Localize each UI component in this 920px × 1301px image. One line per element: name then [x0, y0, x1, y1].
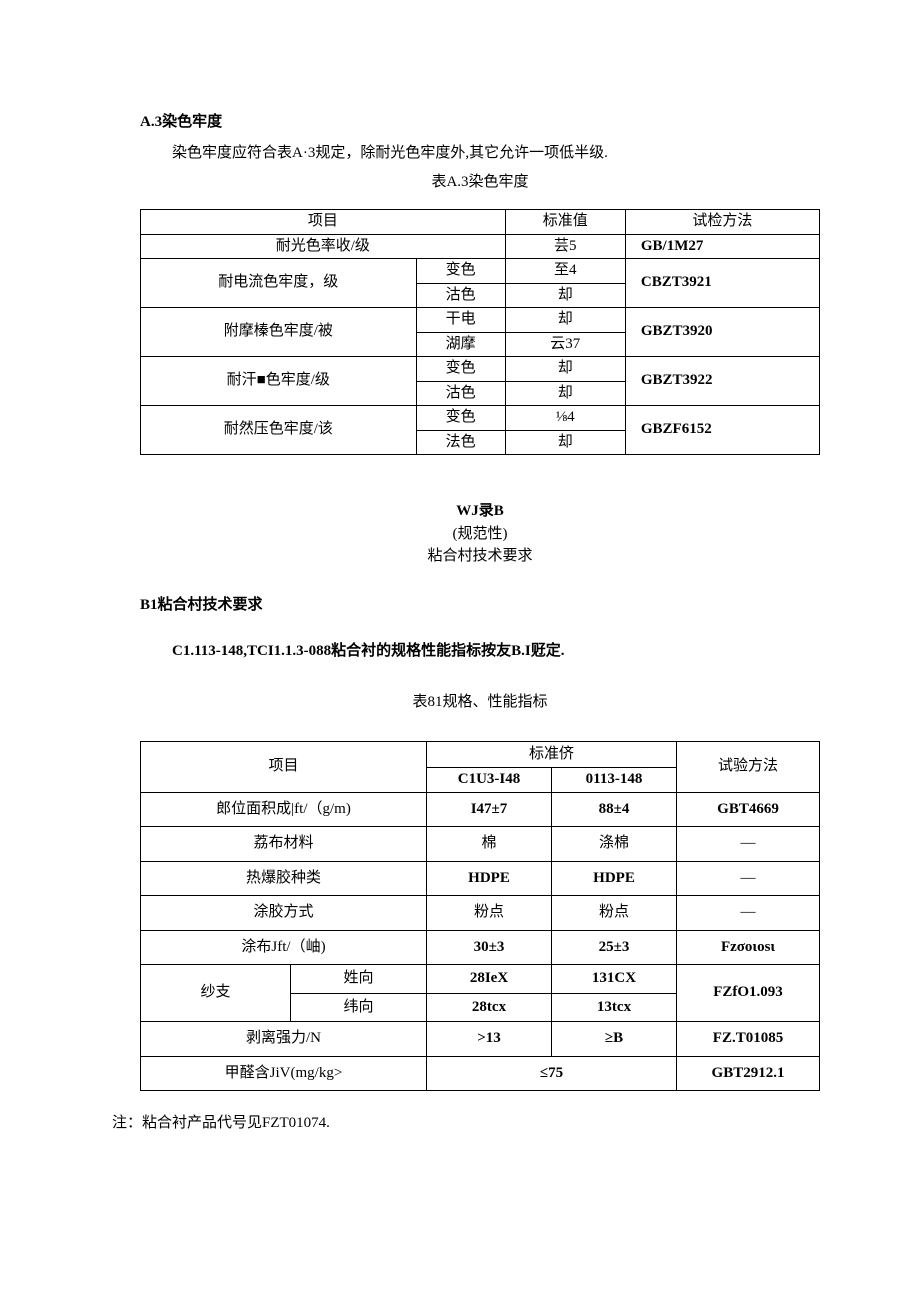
cell: 却	[505, 357, 625, 382]
cell: 耐然压色牢度/该	[141, 406, 417, 455]
cell: 郎位面积成|ft/（g/m)	[141, 792, 427, 827]
cell: 干电	[416, 308, 505, 333]
th-std-b: 0113-148	[552, 768, 677, 793]
cell: 粉点	[427, 896, 552, 931]
cell: 纬向	[290, 993, 426, 1022]
th-item: 项目	[141, 741, 427, 792]
cell: ≤75	[427, 1056, 677, 1091]
cell: GBZT3920	[625, 308, 819, 357]
c1-line: C1.113-148,TCI1.1.3-088粘合衬的规格性能指标按友B.I觃定…	[172, 639, 820, 660]
cell: 棉	[427, 827, 552, 862]
cell: FZ.T01085	[677, 1022, 820, 1057]
cell: 131CX	[552, 965, 677, 994]
cell: 变色	[416, 406, 505, 431]
th-method: 试检方法	[625, 210, 819, 235]
cell: 28tcx	[427, 993, 552, 1022]
a3-intro-line: 染色牢度应符合表A·3规定，除耐光色牢度外,其它允许一项低半级.	[172, 141, 820, 162]
cell: 法色	[416, 430, 505, 455]
cell: >13	[427, 1022, 552, 1057]
table-row: 涂胶方式 粉点 粉点 —	[141, 896, 820, 931]
cell: 88±4	[552, 792, 677, 827]
a3-table-caption: 表A.3染色牢度	[140, 170, 820, 191]
th-method: 试验方法	[677, 741, 820, 792]
cell: —	[677, 861, 820, 896]
cell: 涤棉	[552, 827, 677, 862]
cell: —	[677, 896, 820, 931]
cell: GBT4669	[677, 792, 820, 827]
th-std: 标准值	[505, 210, 625, 235]
cell: 纱支	[141, 965, 291, 1022]
cell: GBZF6152	[625, 406, 819, 455]
table-row: 纱支 姓向 28IeX 131CX FZfO1.093	[141, 965, 820, 994]
table-row: 热爆胶种类 HDPE HDPE —	[141, 861, 820, 896]
table-row: 剥离强力/N >13 ≥B FZ.T01085	[141, 1022, 820, 1057]
cell: 剥离强力/N	[141, 1022, 427, 1057]
table-row: 耐汗■色牢度/级 变色 却 GBZT3922	[141, 357, 820, 382]
table-row: 荔布材料 棉 涤棉 —	[141, 827, 820, 862]
table-row: 附摩榛色牢度/被 干电 却 GBZT3920	[141, 308, 820, 333]
cell: ⅛4	[505, 406, 625, 431]
appendix-b-sub2: 粘合村技术要求	[140, 545, 820, 568]
cell: 耐电流色牢度，级	[141, 259, 417, 308]
cell: HDPE	[552, 861, 677, 896]
cell: 芸5	[505, 234, 625, 259]
cell: 荔布材料	[141, 827, 427, 862]
cell: 却	[505, 430, 625, 455]
a3-heading: A.3染色牢度	[140, 110, 820, 131]
cell: 热爆胶种类	[141, 861, 427, 896]
th-item: 项目	[141, 210, 506, 235]
table-row: 涂布Jft/（岫) 30±3 25±3 Fzσoιosι	[141, 930, 820, 965]
table-row: 耐然压色牢度/该 变色 ⅛4 GBZF6152	[141, 406, 820, 431]
cell: 13tcx	[552, 993, 677, 1022]
cell: 沽色	[416, 381, 505, 406]
cell: GBZT3922	[625, 357, 819, 406]
cell: 湖摩	[416, 332, 505, 357]
cell: GB/1M27	[625, 234, 819, 259]
cell: HDPE	[427, 861, 552, 896]
cell: 却	[505, 283, 625, 308]
cell: CBZT3921	[625, 259, 819, 308]
cell: 耐光色率收/级	[141, 234, 506, 259]
table-a3: 项目 标准值 试检方法 耐光色率收/级 芸5 GB/1M27 耐电流色牢度，级 …	[140, 209, 820, 455]
cell: 涂胶方式	[141, 896, 427, 931]
th-std: 标准侪	[427, 741, 677, 768]
cell: FZfO1.093	[677, 965, 820, 1022]
table-row: 项目 标准侪 试验方法	[141, 741, 820, 768]
cell: 粉点	[552, 896, 677, 931]
cell: 变色	[416, 259, 505, 284]
table-row: 甲醛含JiV(mg/kg> ≤75 GBT2912.1	[141, 1056, 820, 1091]
th-std-a: C1U3-I48	[427, 768, 552, 793]
cell: I47±7	[427, 792, 552, 827]
table-row: 郎位面积成|ft/（g/m) I47±7 88±4 GBT4669	[141, 792, 820, 827]
appendix-b-sub1: (规范性)	[140, 523, 820, 546]
cell: 甲醛含JiV(mg/kg>	[141, 1056, 427, 1091]
cell: 30±3	[427, 930, 552, 965]
cell: 耐汗■色牢度/级	[141, 357, 417, 406]
cell: 姓向	[290, 965, 426, 994]
cell: Fzσoιosι	[677, 930, 820, 965]
cell: 附摩榛色牢度/被	[141, 308, 417, 357]
cell: 却	[505, 381, 625, 406]
footnote: 注：粘合衬产品代号见FZT01074.	[112, 1111, 820, 1132]
appendix-b-title: WJ录B	[140, 500, 820, 523]
cell: 云37	[505, 332, 625, 357]
cell: —	[677, 827, 820, 862]
table-row: 耐光色率收/级 芸5 GB/1M27	[141, 234, 820, 259]
table-row: 耐电流色牢度，级 变色 至4 CBZT3921	[141, 259, 820, 284]
cell: 涂布Jft/（岫)	[141, 930, 427, 965]
document-page: A.3染色牢度 染色牢度应符合表A·3规定，除耐光色牢度外,其它允许一项低半级.…	[0, 0, 920, 1182]
table-b1: 项目 标准侪 试验方法 C1U3-I48 0113-148 郎位面积成|ft/（…	[140, 741, 820, 1092]
cell: 25±3	[552, 930, 677, 965]
b1-table-caption: 表81规格、性能指标	[140, 690, 820, 711]
b1-heading: B1粘合村技术要求	[140, 593, 820, 614]
table-row: 项目 标准值 试检方法	[141, 210, 820, 235]
cell: 变色	[416, 357, 505, 382]
appendix-b-block: WJ录B (规范性) 粘合村技术要求	[140, 500, 820, 568]
cell: ≥B	[552, 1022, 677, 1057]
cell: 28IeX	[427, 965, 552, 994]
cell: 至4	[505, 259, 625, 284]
cell: 却	[505, 308, 625, 333]
cell: 沽色	[416, 283, 505, 308]
cell: GBT2912.1	[677, 1056, 820, 1091]
